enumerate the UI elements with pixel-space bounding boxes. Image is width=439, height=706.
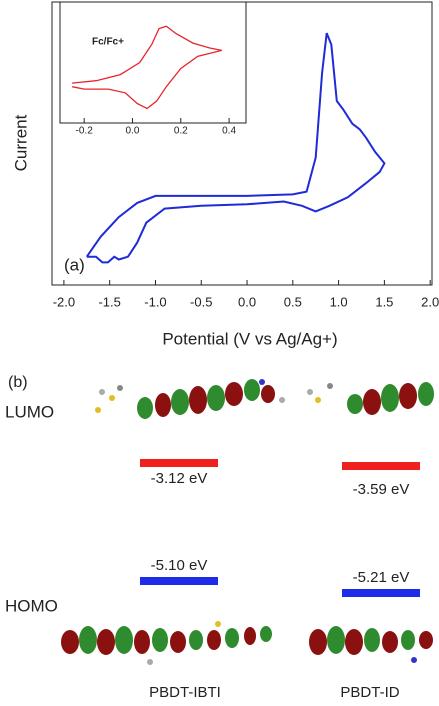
x-tick-label: 0.0	[238, 294, 256, 309]
lumo-energy: -3.59 eV	[353, 481, 410, 498]
molecule-name: PBDT-ID	[340, 684, 399, 701]
lumo-level	[342, 462, 420, 470]
panel-label: (b)	[8, 374, 28, 391]
x-tick-label: 0.0	[126, 126, 140, 137]
cv-curve	[71, 25, 222, 110]
x-tick-label: 1.5	[375, 294, 393, 309]
lumo-energy: -3.12 eV	[151, 470, 208, 487]
homo-level	[140, 577, 218, 585]
x-tick-label: -0.5	[190, 294, 212, 309]
orbital-lumo-left	[95, 379, 285, 419]
orbital-homo-right	[309, 626, 433, 663]
x-tick-label: 0.5	[284, 294, 302, 309]
lumo-label: LUMO	[5, 402, 54, 421]
x-tick-label: -0.2	[76, 126, 94, 137]
x-axis-label: Potential (V vs Ag/Ag+)	[162, 329, 337, 348]
x-tick-label: 0.4	[222, 126, 236, 137]
x-tick-label: 1.0	[330, 294, 348, 309]
orbital-homo-left	[61, 621, 272, 665]
x-tick-label: -2.0	[53, 294, 75, 309]
homo-energy: -5.10 eV	[151, 557, 208, 574]
x-tick-label: 2.0	[421, 294, 439, 309]
x-tick-label: -1.5	[98, 294, 120, 309]
inset-annotation: Fc/Fc+	[92, 37, 124, 48]
homo-energy: -5.21 eV	[353, 569, 410, 586]
orbital-lumo-right	[307, 382, 434, 415]
x-tick-label: -1.0	[144, 294, 166, 309]
cv-curve	[85, 32, 386, 264]
inset-frame	[59, 1, 247, 124]
y-axis-label: Current	[11, 114, 30, 171]
lumo-level	[140, 459, 218, 467]
x-tick-label: 0.2	[174, 126, 188, 137]
annotation: (a)	[64, 255, 85, 274]
molecule-name: PBDT-IBTI	[149, 684, 221, 701]
homo-label: HOMO	[5, 596, 58, 615]
homo-level	[342, 589, 420, 597]
